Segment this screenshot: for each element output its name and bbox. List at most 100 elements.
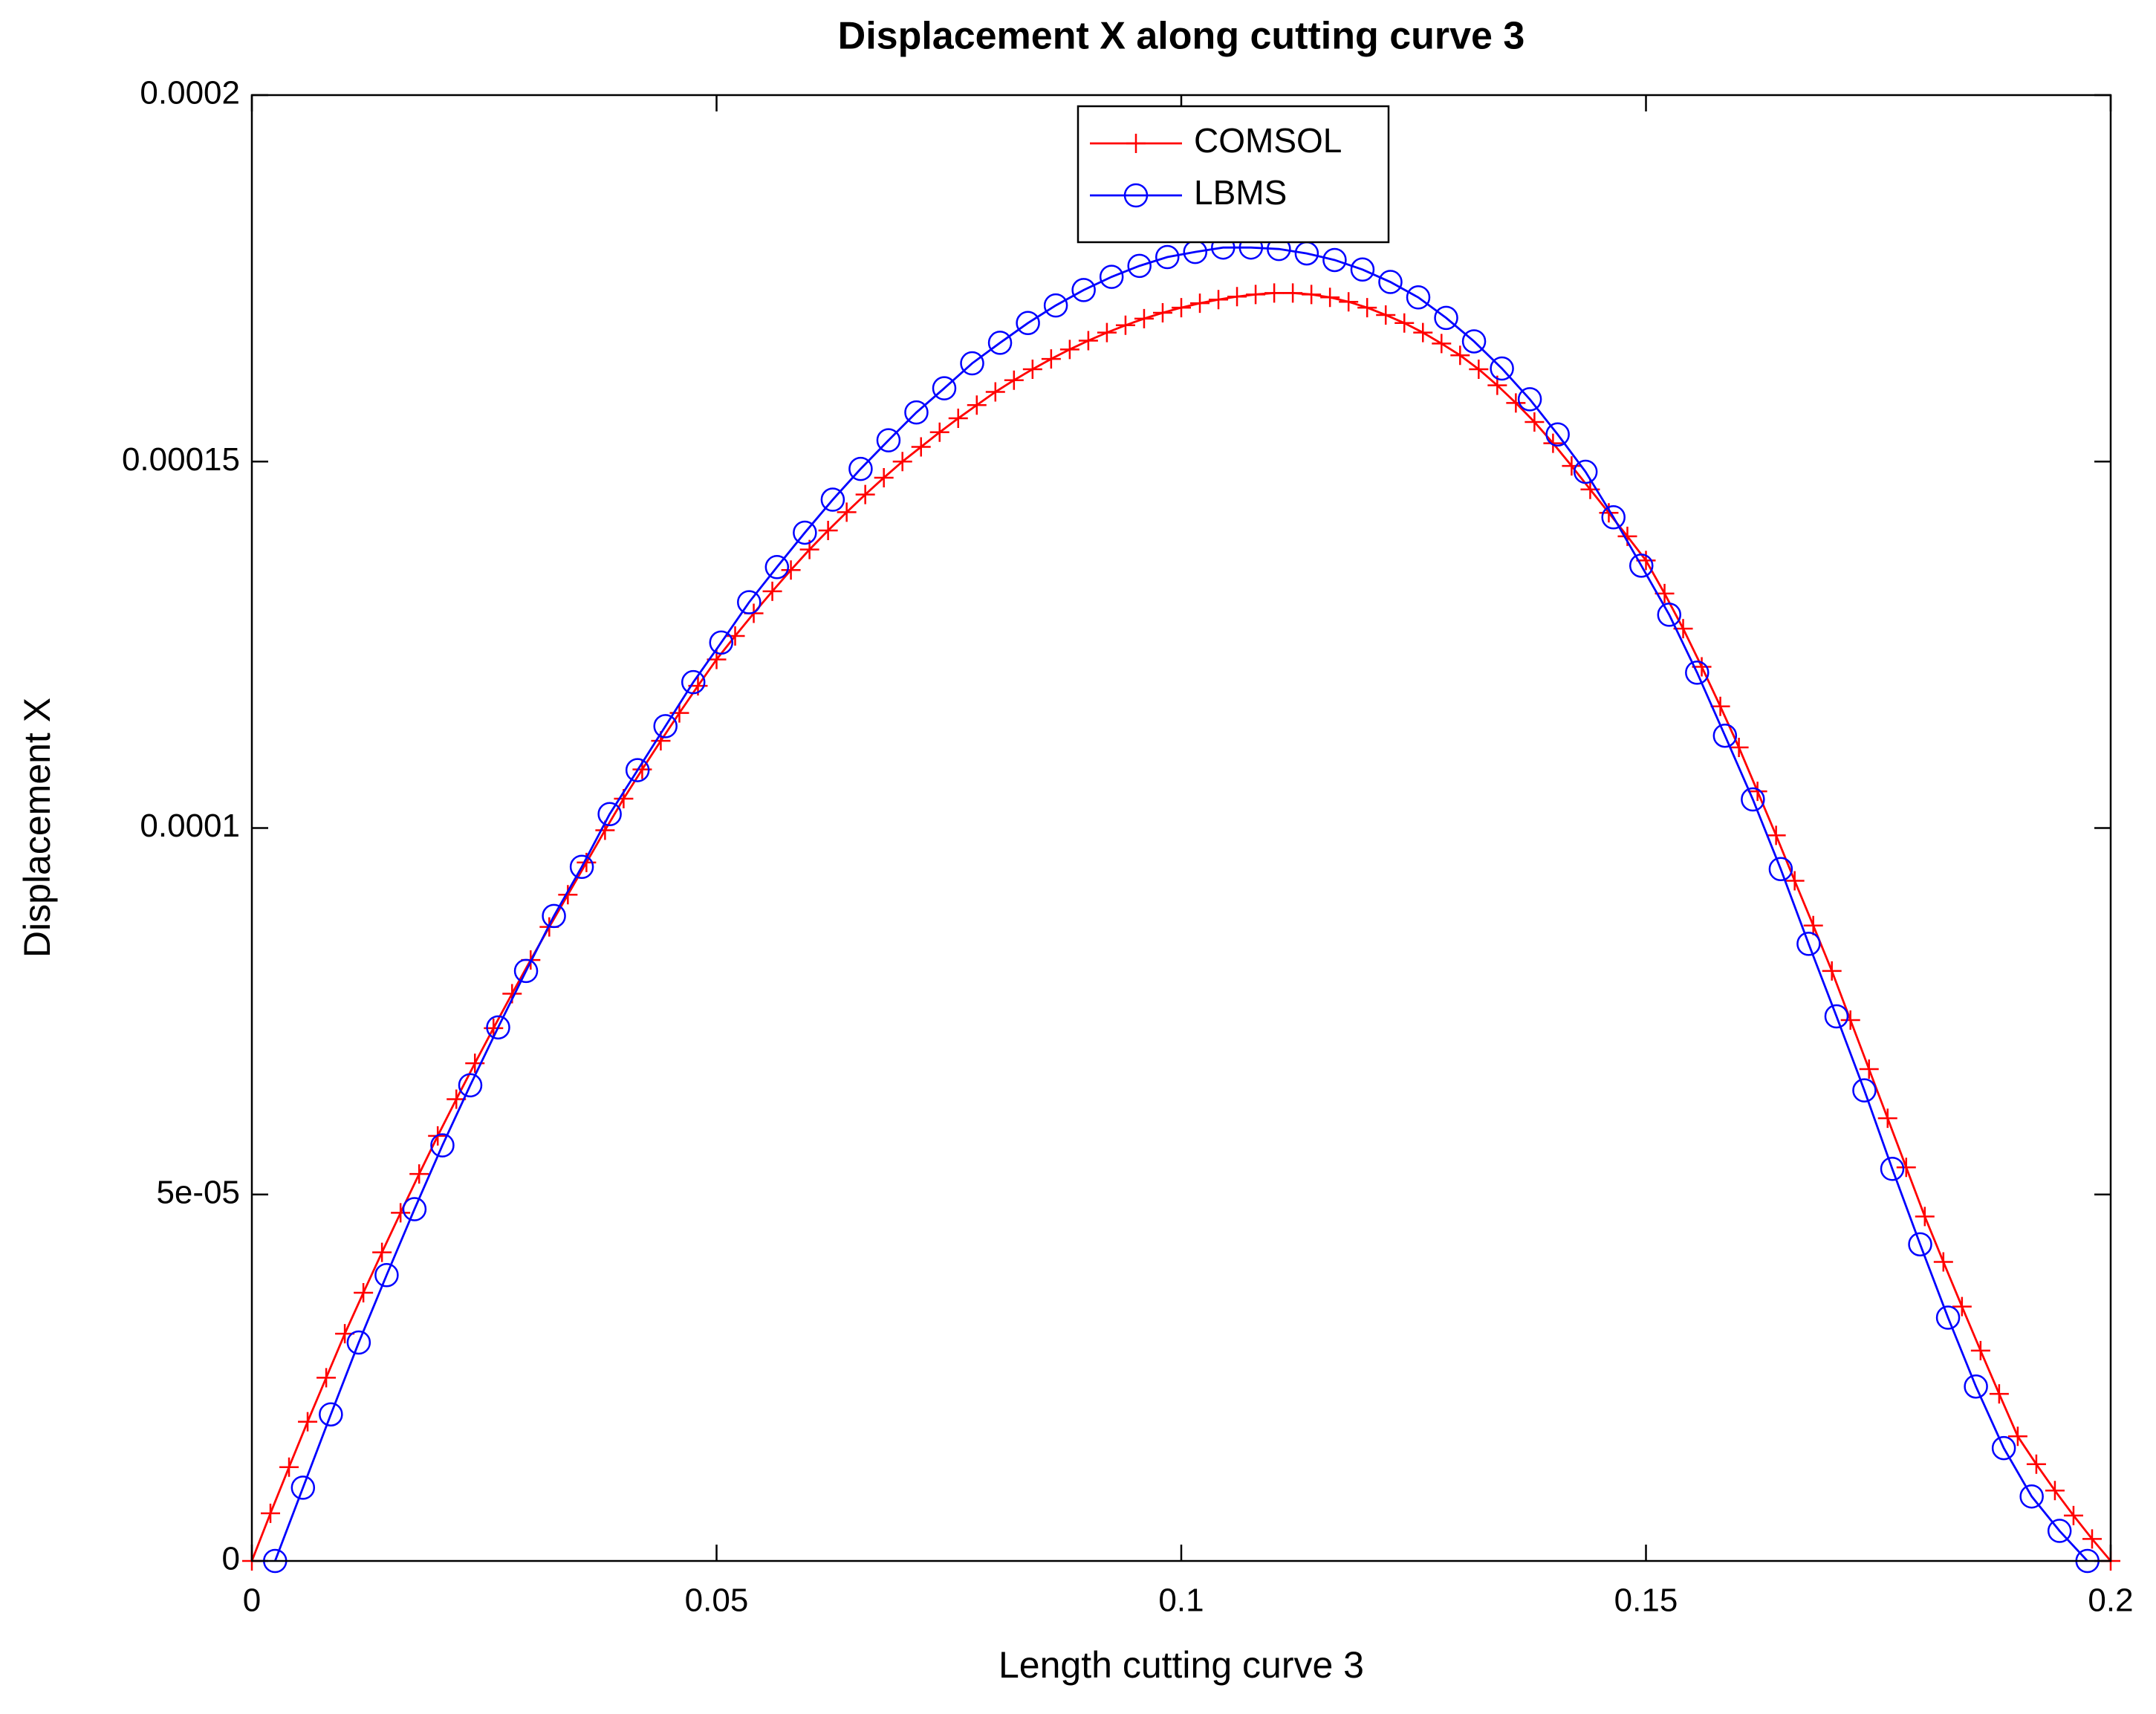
- data-point: [354, 1282, 374, 1302]
- data-point: [653, 714, 678, 738]
- data-point: [1413, 322, 1433, 343]
- data-point: [709, 630, 734, 655]
- data-point: [1766, 825, 1786, 845]
- data-point: [2026, 1454, 2046, 1474]
- legend: COMSOL LBMS: [1077, 105, 1390, 244]
- data-point: [2045, 1481, 2065, 1501]
- series-line: [273, 246, 2088, 1562]
- data-point: [764, 555, 790, 580]
- data-point: [1545, 422, 1570, 447]
- data-point: [1747, 782, 1767, 802]
- chart-title: Displacement X along cutting curve 3: [838, 15, 1525, 58]
- data-point: [1376, 305, 1396, 325]
- data-point: [1041, 349, 1061, 369]
- plot-frame: [250, 94, 2112, 1562]
- y-tick-label: 5e-05: [156, 1174, 240, 1210]
- data-point: [1394, 313, 1415, 333]
- data-point: [1134, 308, 1154, 328]
- data-point: [1768, 857, 1793, 881]
- data-point: [2063, 1505, 2083, 1525]
- data-point: [1155, 244, 1180, 270]
- data-point: [597, 802, 622, 827]
- data-point: [1970, 1340, 1990, 1360]
- data-point: [1190, 293, 1210, 314]
- data-point: [1004, 370, 1024, 390]
- series-line: [250, 291, 2112, 1562]
- data-point: [1246, 285, 1266, 305]
- data-point: [279, 1457, 299, 1477]
- series: [263, 235, 2100, 1574]
- data-point: [1933, 1252, 1953, 1272]
- data-point: [1601, 504, 1626, 530]
- x-tick-label: 0: [243, 1582, 261, 1619]
- data-point: [1350, 257, 1375, 282]
- data-point: [737, 590, 762, 614]
- data-point: [874, 467, 894, 487]
- data-point: [1469, 359, 1489, 379]
- data-point: [2019, 1484, 2044, 1509]
- y-tick-label: 0.0001: [140, 808, 240, 844]
- data-point: [1952, 1296, 1972, 1317]
- data-point: [762, 581, 782, 601]
- x-tick-label: 0.05: [685, 1582, 749, 1619]
- data-point: [960, 351, 984, 376]
- data-point: [985, 382, 1005, 402]
- data-point: [542, 903, 566, 929]
- data-point: [1043, 293, 1068, 318]
- data-point: [1078, 331, 1098, 351]
- data-point: [1227, 287, 1247, 307]
- legend-marker: [1123, 183, 1149, 208]
- data-point: [1729, 737, 1749, 757]
- data-point: [1573, 459, 1598, 484]
- data-point: [911, 437, 931, 457]
- data-point: [818, 520, 838, 540]
- data-point: [1741, 787, 1765, 812]
- x-tick-label: 0.15: [1614, 1582, 1678, 1619]
- data-point: [1022, 359, 1042, 379]
- data-point: [1908, 1232, 1932, 1257]
- data-point: [1896, 1158, 1916, 1178]
- data-point: [1852, 1078, 1877, 1103]
- data-point: [932, 376, 957, 400]
- data-point: [1450, 345, 1470, 366]
- data-point: [1172, 298, 1191, 318]
- data-point: [513, 958, 539, 984]
- data-point: [725, 626, 745, 646]
- data-point: [1302, 285, 1322, 305]
- y-axis-label: Displacement X: [16, 698, 58, 958]
- data-point: [820, 487, 845, 512]
- data-point: [1016, 311, 1040, 336]
- data-point: [558, 885, 578, 905]
- data-point: [374, 1263, 399, 1288]
- data-point: [987, 331, 1013, 355]
- data-point: [1989, 1384, 2009, 1404]
- data-point: [1964, 1374, 1988, 1399]
- data-point: [1877, 1108, 1897, 1129]
- data-point: [892, 452, 912, 472]
- data-point: [1127, 253, 1152, 279]
- data-point: [2007, 1426, 2027, 1447]
- data-point: [1840, 1010, 1860, 1030]
- data-point: [781, 560, 801, 580]
- data-point: [1562, 456, 1582, 476]
- data-point: [409, 1164, 429, 1184]
- data-point: [290, 1476, 316, 1500]
- data-point: [319, 1402, 343, 1426]
- data-point: [1461, 329, 1487, 354]
- x-tick-label: 0.1: [1158, 1582, 1204, 1619]
- data-point: [967, 395, 987, 415]
- data-point: [876, 428, 901, 452]
- data-point: [1434, 305, 1458, 331]
- data-point: [1543, 433, 1563, 453]
- y-tick-label: 0.00015: [122, 441, 240, 478]
- y-tick-label: 0: [222, 1541, 240, 1577]
- series: [242, 283, 2120, 1571]
- data-point: [837, 502, 857, 522]
- x-tick-label: 0.2: [2088, 1582, 2133, 1619]
- data-point: [1803, 915, 1823, 935]
- data-point: [1824, 1004, 1849, 1029]
- data-point: [1712, 723, 1738, 748]
- data-point: [1432, 334, 1452, 354]
